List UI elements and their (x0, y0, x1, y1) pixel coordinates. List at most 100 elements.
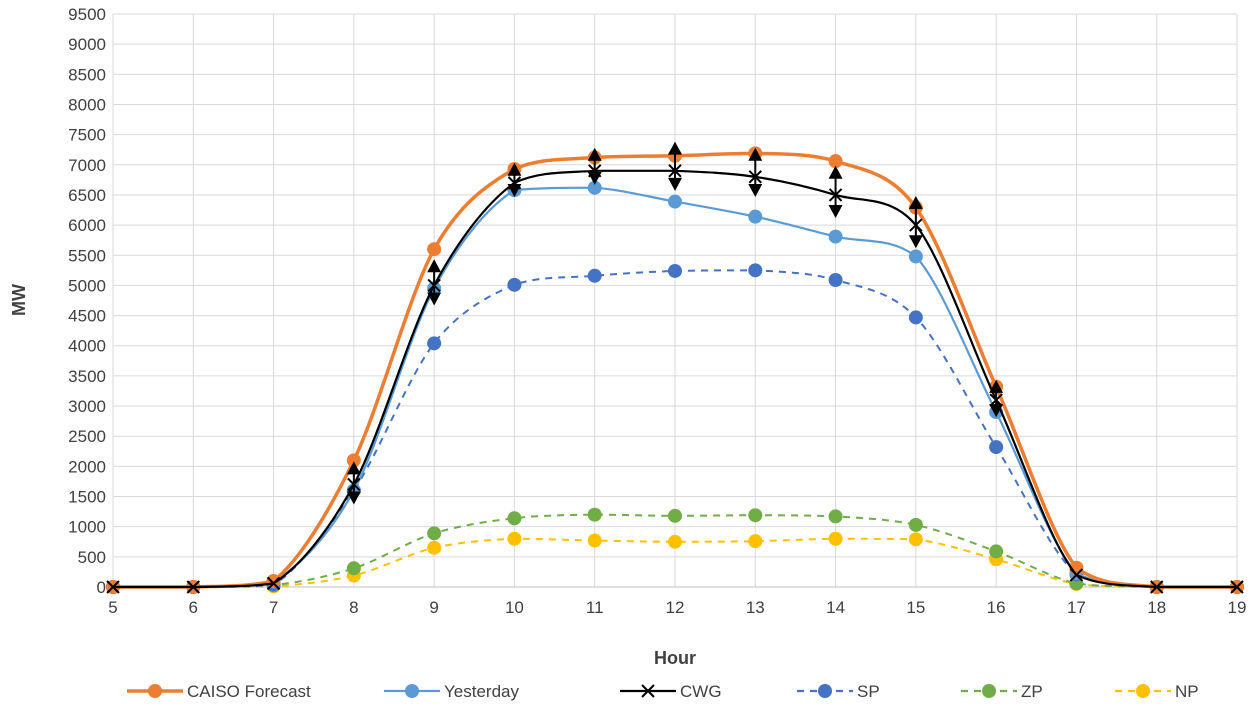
legend-marker (1136, 684, 1150, 698)
data-point (507, 531, 522, 546)
data-point (989, 440, 1004, 455)
series-layer (106, 141, 1244, 594)
legend-label: CWG (680, 682, 722, 701)
error-arrow-up (908, 195, 923, 209)
y-tick-label: 8000 (68, 95, 106, 114)
legend: CAISO Forecast Yesterday CWG SP ZP NP (127, 682, 1199, 701)
y-tick-label: 0 (97, 578, 106, 597)
y-tick-label: 5500 (68, 246, 106, 265)
data-point (347, 477, 361, 492)
legend-label: CAISO Forecast (187, 682, 311, 701)
error-arrow-down (748, 183, 763, 197)
x-tick-label: 18 (1147, 598, 1166, 617)
data-point (828, 272, 843, 287)
data-point (828, 188, 843, 202)
data-point (989, 393, 1003, 407)
y-tick-label: 3500 (68, 367, 106, 386)
data-point (1150, 580, 1164, 594)
error-arrow-down (828, 205, 843, 219)
y-tick-label: 9000 (68, 35, 106, 54)
legend-item-np: NP (1115, 682, 1199, 701)
data-point (668, 164, 682, 178)
data-point (828, 154, 843, 169)
data-point (748, 170, 762, 184)
y-axis-ticks: 0 500 1000 1500 2000 2500 3000 3500 4000 4500 5000… (68, 5, 106, 597)
data-point (908, 517, 923, 532)
series-cwg (106, 141, 1244, 594)
error-arrow-down (346, 491, 361, 505)
legend-item-sp: SP (797, 682, 880, 701)
y-tick-label: 4000 (68, 337, 106, 356)
legend-marker (148, 684, 162, 698)
y-tick-label: 7500 (68, 126, 106, 145)
data-point (908, 532, 923, 547)
data-point (186, 580, 200, 594)
y-tick-label: 3000 (68, 397, 106, 416)
legend-item-caiso-forecast: CAISO Forecast (127, 682, 311, 701)
data-point (748, 263, 763, 278)
legend-label: SP (857, 682, 880, 701)
x-tick-label: 12 (666, 598, 685, 617)
data-point (748, 508, 763, 523)
data-point (427, 526, 442, 541)
data-point (427, 278, 441, 293)
x-tick-label: 19 (1228, 598, 1247, 617)
y-tick-label: 2000 (68, 457, 106, 476)
data-point (908, 310, 923, 325)
error-arrow-down (908, 235, 923, 249)
data-point (1069, 568, 1084, 582)
data-point (828, 531, 843, 546)
error-arrow-down (989, 404, 1004, 418)
data-point (828, 229, 843, 244)
data-point (668, 194, 682, 209)
data-point (989, 544, 1004, 559)
y-tick-label: 6000 (68, 216, 106, 235)
x-tick-label: 7 (269, 598, 278, 617)
series-line-sp (113, 269, 1237, 589)
x-tick-label: 14 (826, 598, 845, 617)
y-tick-label: 6500 (68, 186, 106, 205)
data-point (427, 540, 442, 555)
data-point (828, 509, 843, 524)
data-point (588, 164, 602, 178)
y-tick-label: 1000 (68, 518, 106, 537)
error-arrow-up (748, 147, 763, 161)
data-point (507, 511, 522, 526)
x-tick-label: 8 (349, 598, 358, 617)
legend-label: NP (1175, 682, 1199, 701)
error-arrow-down (668, 177, 682, 191)
data-point (427, 336, 442, 351)
y-tick-label: 5000 (68, 276, 106, 295)
data-point (908, 249, 923, 264)
y-tick-label: 1500 (68, 488, 106, 507)
data-point (668, 534, 682, 549)
y-tick-label: 9500 (68, 5, 106, 24)
legend-marker (818, 684, 832, 698)
y-tick-label: 8500 (68, 65, 106, 84)
y-tick-label: 2500 (68, 427, 106, 446)
x-tick-label: 9 (429, 598, 438, 617)
data-point (266, 576, 281, 591)
series-line-np (113, 537, 1237, 589)
x-axis-ticks: 5 6 7 8 9 10 11 12 13 14 15 16 17 18 19 (108, 598, 1246, 617)
y-tick-label: 7000 (68, 156, 106, 175)
legend-marker (641, 684, 655, 698)
x-tick-label: 10 (505, 598, 524, 617)
error-arrow-up (507, 162, 522, 176)
data-point (1230, 580, 1244, 594)
error-arrow-up (989, 379, 1004, 393)
data-point (587, 507, 602, 522)
legend-item-zp: ZP (961, 682, 1043, 701)
x-tick-label: 6 (189, 598, 198, 617)
legend-marker (982, 684, 996, 698)
data-point (748, 209, 763, 224)
data-point (106, 580, 120, 594)
x-tick-label: 15 (906, 598, 925, 617)
data-point (587, 268, 602, 283)
error-arrow-up (346, 461, 361, 475)
error-arrow-up (427, 259, 442, 273)
x-axis-title: Hour (654, 648, 696, 668)
y-axis-title: MW (9, 284, 29, 316)
x-tick-label: 5 (108, 598, 117, 617)
legend-label: Yesterday (444, 682, 519, 701)
